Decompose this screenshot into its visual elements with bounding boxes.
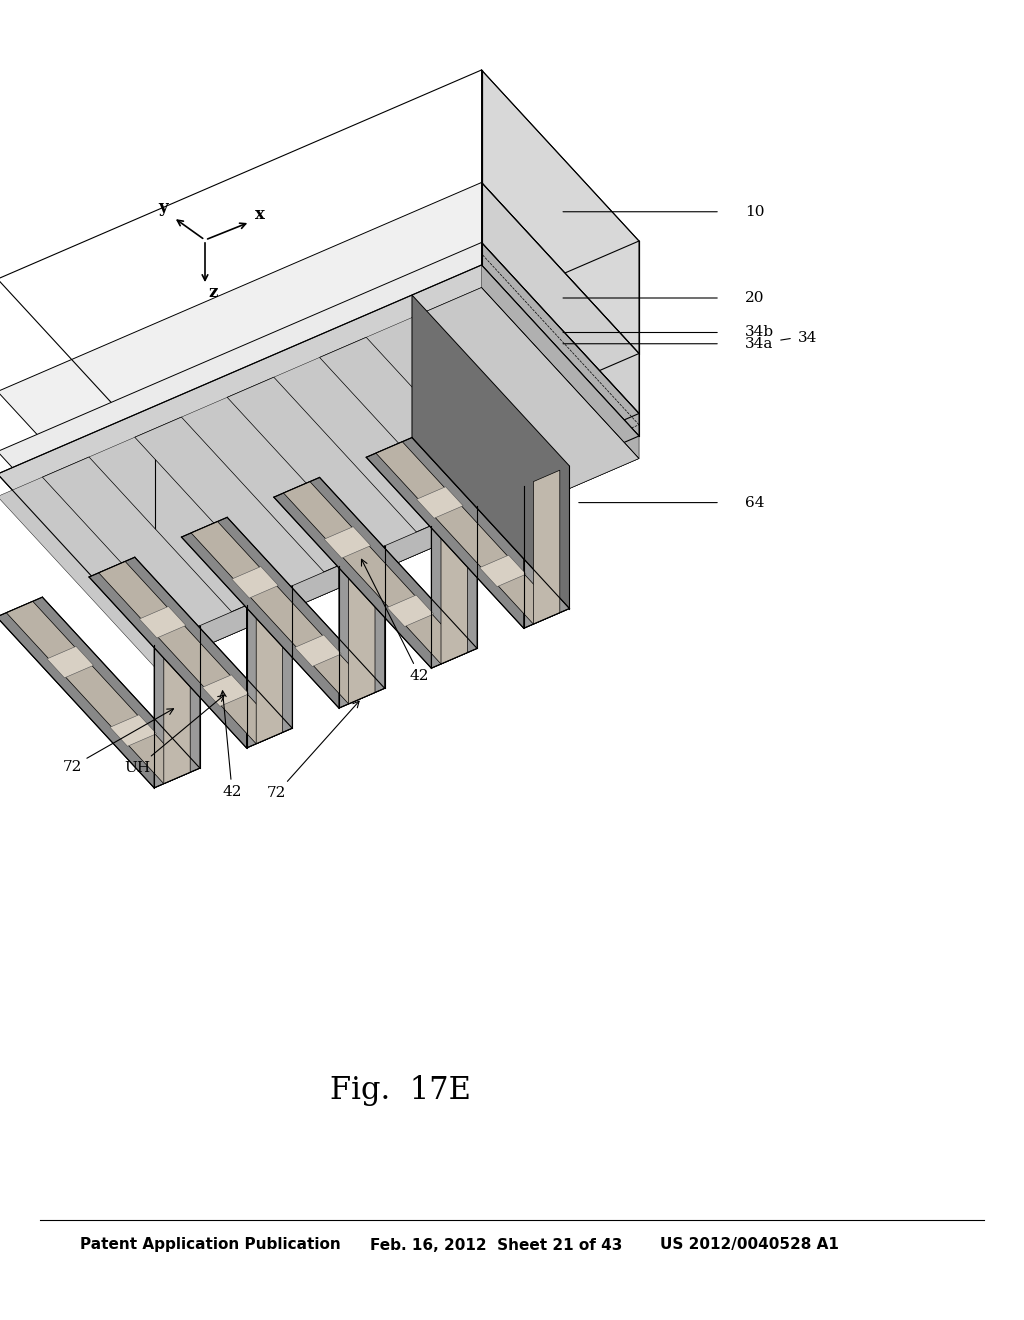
Text: UH: UH	[124, 696, 224, 775]
Text: US 2012/0040528 A1: US 2012/0040528 A1	[660, 1238, 839, 1253]
Polygon shape	[481, 243, 639, 436]
Polygon shape	[155, 242, 639, 562]
Polygon shape	[89, 557, 292, 748]
Polygon shape	[481, 288, 639, 458]
Text: 72: 72	[62, 709, 173, 774]
Polygon shape	[348, 550, 375, 704]
Text: 34: 34	[798, 331, 817, 345]
Polygon shape	[164, 630, 190, 784]
Polygon shape	[139, 606, 186, 638]
Text: z: z	[208, 284, 217, 301]
Polygon shape	[295, 635, 341, 667]
Polygon shape	[325, 527, 371, 558]
Text: 20: 20	[745, 290, 765, 305]
Polygon shape	[135, 417, 339, 609]
Text: 72: 72	[267, 701, 359, 800]
Polygon shape	[191, 521, 375, 704]
Polygon shape	[155, 626, 200, 788]
Polygon shape	[47, 647, 93, 678]
Text: y: y	[159, 199, 168, 216]
Text: Fig.  17E: Fig. 17E	[330, 1074, 470, 1106]
Polygon shape	[534, 470, 560, 624]
Polygon shape	[231, 566, 279, 598]
Text: x: x	[255, 206, 265, 223]
Polygon shape	[155, 354, 639, 623]
Polygon shape	[387, 595, 434, 627]
Polygon shape	[256, 590, 283, 743]
Polygon shape	[481, 182, 639, 413]
Polygon shape	[385, 525, 431, 569]
Polygon shape	[292, 565, 339, 609]
Text: 10: 10	[745, 205, 765, 219]
Polygon shape	[227, 378, 431, 569]
Text: Patent Application Publication: Patent Application Publication	[80, 1238, 341, 1253]
Polygon shape	[247, 586, 292, 748]
Text: 64: 64	[745, 495, 765, 510]
Polygon shape	[0, 597, 200, 788]
Text: Feb. 16, 2012  Sheet 21 of 43: Feb. 16, 2012 Sheet 21 of 43	[370, 1238, 623, 1253]
Text: 34a: 34a	[745, 337, 773, 351]
Polygon shape	[0, 265, 639, 645]
Polygon shape	[0, 288, 639, 668]
Polygon shape	[481, 70, 639, 354]
Polygon shape	[98, 561, 283, 743]
Polygon shape	[412, 288, 639, 488]
Polygon shape	[481, 265, 639, 458]
Polygon shape	[181, 517, 385, 708]
Polygon shape	[273, 478, 477, 668]
Polygon shape	[0, 243, 639, 623]
Polygon shape	[203, 675, 249, 706]
Polygon shape	[412, 296, 569, 609]
Polygon shape	[42, 457, 247, 648]
Polygon shape	[200, 606, 247, 648]
Polygon shape	[376, 442, 560, 624]
Polygon shape	[0, 182, 639, 562]
Polygon shape	[155, 413, 639, 645]
Polygon shape	[110, 714, 157, 746]
Polygon shape	[477, 486, 523, 528]
Polygon shape	[479, 556, 526, 586]
Polygon shape	[6, 602, 190, 784]
Text: 34b: 34b	[745, 326, 774, 339]
Text: 42: 42	[361, 560, 429, 682]
Polygon shape	[339, 546, 385, 708]
Polygon shape	[319, 338, 523, 528]
Text: 42: 42	[220, 690, 242, 799]
Polygon shape	[441, 510, 467, 664]
Polygon shape	[417, 487, 463, 519]
Polygon shape	[284, 482, 467, 664]
Polygon shape	[523, 466, 569, 628]
Polygon shape	[431, 506, 477, 668]
Polygon shape	[367, 437, 569, 628]
Polygon shape	[155, 436, 639, 668]
